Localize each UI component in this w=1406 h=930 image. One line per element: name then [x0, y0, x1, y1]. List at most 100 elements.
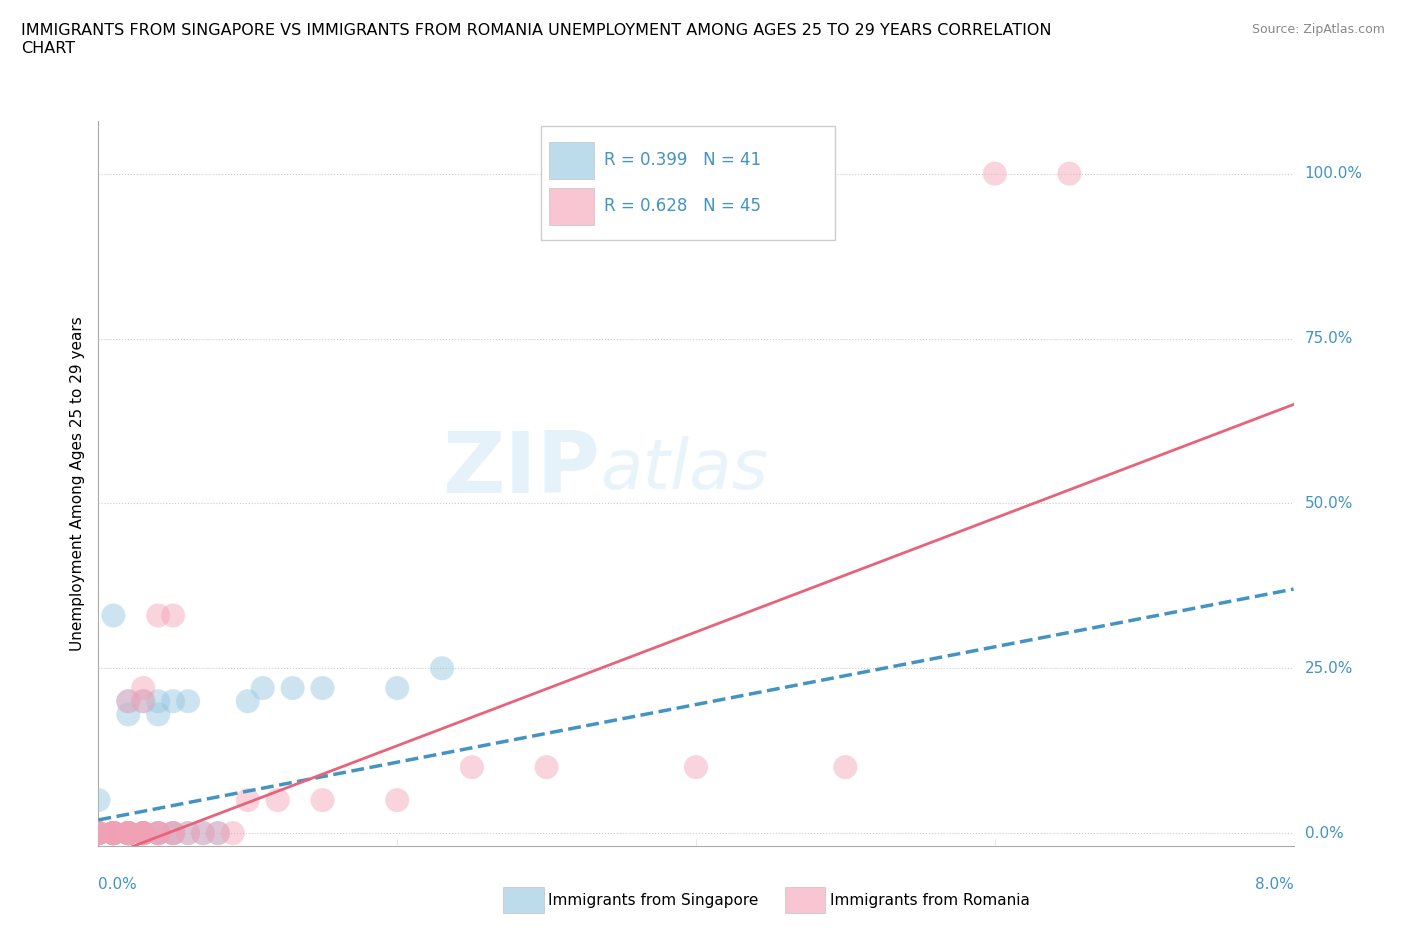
Point	[103, 826, 125, 841]
Point	[87, 826, 110, 841]
Text: 0.0%: 0.0%	[98, 877, 138, 892]
Point	[132, 826, 155, 841]
Point	[117, 826, 139, 841]
Point	[148, 707, 170, 722]
Point	[132, 694, 155, 709]
Text: ZIP: ZIP	[443, 428, 600, 511]
Point	[984, 166, 1007, 181]
Point	[117, 826, 139, 841]
Point	[685, 760, 707, 775]
Point	[191, 826, 214, 841]
Point	[103, 826, 125, 841]
Point	[87, 826, 110, 841]
Point	[117, 826, 139, 841]
Text: 25.0%: 25.0%	[1305, 660, 1353, 676]
Point	[117, 694, 139, 709]
Point	[1059, 166, 1081, 181]
Text: R = 0.399   N = 41: R = 0.399 N = 41	[605, 152, 761, 169]
Point	[162, 694, 184, 709]
Text: Immigrants from Romania: Immigrants from Romania	[830, 893, 1029, 908]
Point	[103, 826, 125, 841]
Point	[148, 826, 170, 841]
Point	[536, 760, 558, 775]
Point	[103, 826, 125, 841]
Text: 8.0%: 8.0%	[1254, 877, 1294, 892]
Point	[103, 826, 125, 841]
Point	[430, 661, 453, 676]
Point	[177, 826, 200, 841]
Point	[177, 826, 200, 841]
Point	[148, 826, 170, 841]
Point	[222, 826, 245, 841]
Point	[103, 826, 125, 841]
Point	[117, 826, 139, 841]
Point	[207, 826, 229, 841]
Point	[103, 826, 125, 841]
Point	[132, 826, 155, 841]
Point	[236, 694, 259, 709]
Point	[385, 681, 409, 696]
Point	[191, 826, 214, 841]
Point	[148, 608, 170, 623]
Point	[87, 826, 110, 841]
Point	[177, 694, 200, 709]
Point	[148, 826, 170, 841]
Text: Source: ZipAtlas.com: Source: ZipAtlas.com	[1251, 23, 1385, 36]
Point	[87, 826, 110, 841]
Point	[87, 826, 110, 841]
Point	[252, 681, 274, 696]
Point	[148, 826, 170, 841]
Point	[311, 681, 333, 696]
Point	[834, 760, 856, 775]
Point	[103, 608, 125, 623]
Text: 0.0%: 0.0%	[1305, 826, 1343, 841]
Point	[117, 694, 139, 709]
Text: IMMIGRANTS FROM SINGAPORE VS IMMIGRANTS FROM ROMANIA UNEMPLOYMENT AMONG AGES 25 : IMMIGRANTS FROM SINGAPORE VS IMMIGRANTS …	[21, 23, 1052, 56]
Text: atlas: atlas	[600, 435, 768, 502]
Text: Immigrants from Singapore: Immigrants from Singapore	[548, 893, 759, 908]
Point	[132, 826, 155, 841]
Point	[87, 826, 110, 841]
Point	[162, 826, 184, 841]
Point	[87, 792, 110, 807]
Point	[162, 826, 184, 841]
Point	[281, 681, 304, 696]
Point	[132, 826, 155, 841]
Point	[311, 792, 333, 807]
Point	[132, 826, 155, 841]
Point	[103, 826, 125, 841]
Point	[162, 826, 184, 841]
Point	[461, 760, 484, 775]
Text: 100.0%: 100.0%	[1305, 166, 1362, 181]
Point	[162, 826, 184, 841]
Point	[132, 826, 155, 841]
Point	[87, 826, 110, 841]
Point	[117, 826, 139, 841]
Point	[132, 681, 155, 696]
Point	[132, 694, 155, 709]
Point	[103, 826, 125, 841]
Point	[103, 826, 125, 841]
Point	[267, 792, 290, 807]
Text: R = 0.628   N = 45: R = 0.628 N = 45	[605, 197, 761, 215]
Point	[117, 826, 139, 841]
Text: 50.0%: 50.0%	[1305, 496, 1353, 511]
Point	[117, 826, 139, 841]
Point	[207, 826, 229, 841]
Point	[236, 792, 259, 807]
Point	[87, 826, 110, 841]
Point	[103, 826, 125, 841]
Point	[132, 826, 155, 841]
Point	[103, 826, 125, 841]
Point	[117, 707, 139, 722]
Point	[132, 826, 155, 841]
Point	[87, 826, 110, 841]
Text: 75.0%: 75.0%	[1305, 331, 1353, 346]
Y-axis label: Unemployment Among Ages 25 to 29 years: Unemployment Among Ages 25 to 29 years	[69, 316, 84, 651]
Point	[148, 826, 170, 841]
Point	[148, 694, 170, 709]
Point	[385, 792, 409, 807]
Point	[117, 826, 139, 841]
Point	[132, 826, 155, 841]
Point	[117, 826, 139, 841]
